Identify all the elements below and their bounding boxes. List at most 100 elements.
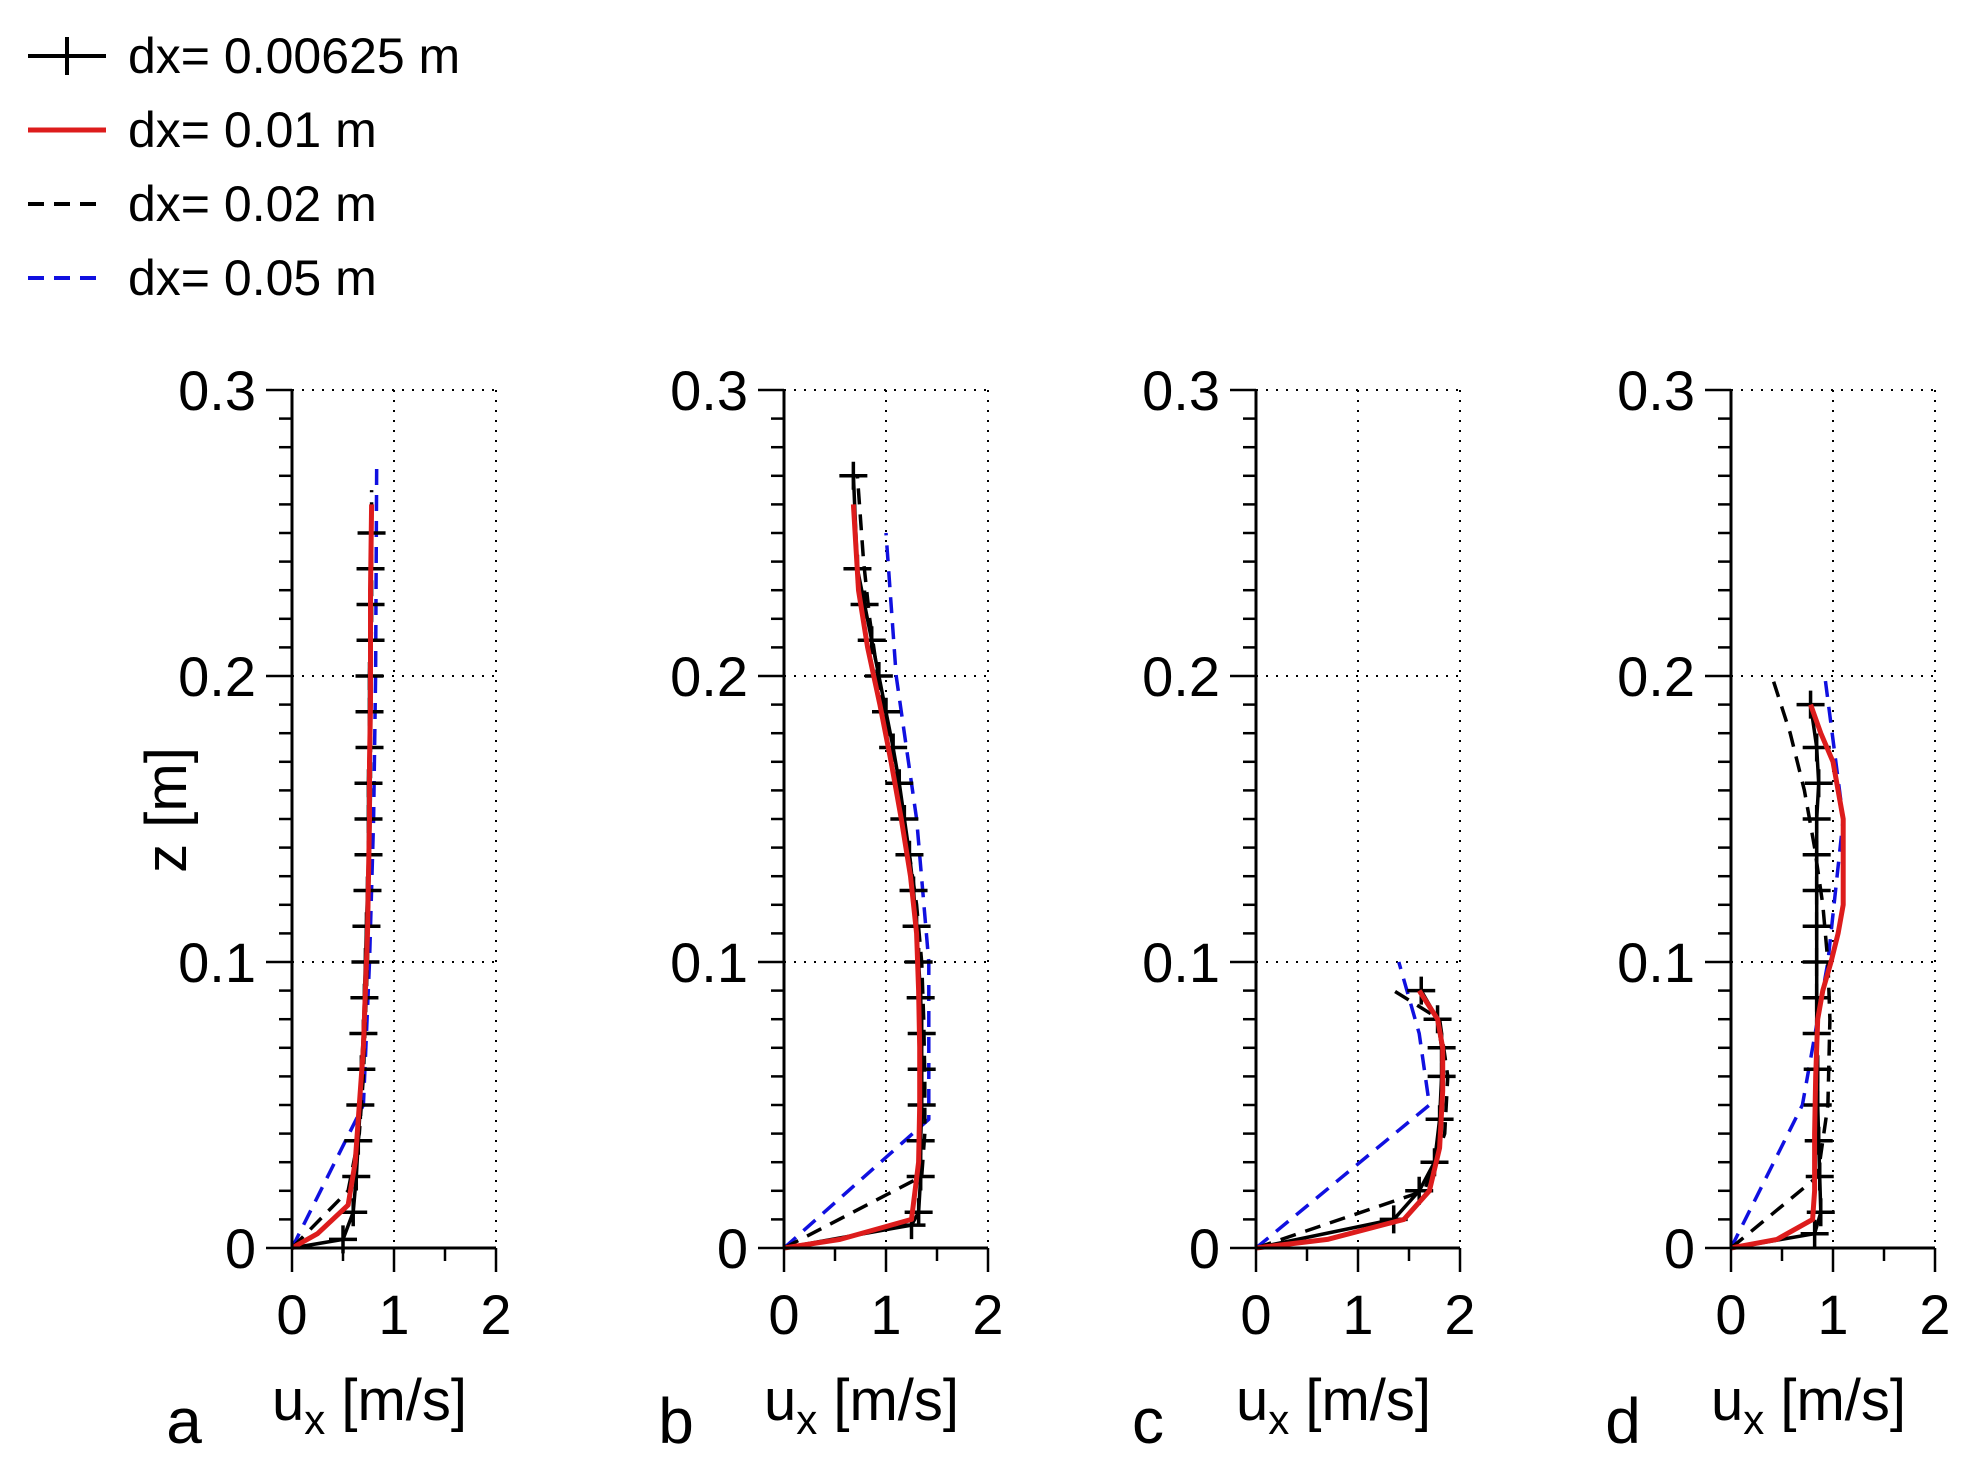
panel-c-ytick-label-2: 0.2 bbox=[1142, 645, 1220, 708]
panel-d-series-1-line bbox=[1730, 704, 1823, 1250]
panel-b-series-1-marker-15 bbox=[879, 733, 908, 762]
panel-c-ytick-label-1: 0.1 bbox=[1142, 931, 1220, 994]
panel-d-ytick-label-3: 0.3 bbox=[1617, 359, 1695, 422]
panel-a-plot bbox=[290, 461, 386, 1254]
legend-item-1: dx= 0.00625 m bbox=[28, 28, 460, 84]
panel-c-letter: c bbox=[1132, 1385, 1164, 1457]
panel-a-labels: 0 0.1 0.2 0.3 0 1 2 a ux [m/s] bbox=[166, 359, 511, 1457]
panel-d-series-1-marker-12 bbox=[1802, 840, 1831, 869]
panel-d-series-1-marker-1 bbox=[1800, 1219, 1829, 1248]
panel-d-series-1-marker-4 bbox=[1804, 1126, 1833, 1155]
panel-a-x-axis-title-unit: [m/s] bbox=[325, 1368, 467, 1433]
panel-b-xtick-label-0: 0 bbox=[768, 1283, 799, 1346]
panel-a-x-axis-title: ux [m/s] bbox=[272, 1368, 467, 1443]
panel-b-series-1-marker-3 bbox=[906, 1162, 935, 1191]
panel-d-x-axis-title-main: u bbox=[1711, 1368, 1743, 1433]
panel-b: 0 0.1 0.2 0.3 0 1 2 b ux [m/s] bbox=[658, 359, 1003, 1457]
panel-c-x-axis-title-unit: [m/s] bbox=[1289, 1368, 1431, 1433]
panel-d-labels: 0 0.1 0.2 0.3 0 1 2 d ux [m/s] bbox=[1605, 359, 1950, 1457]
panel-d-grid bbox=[1731, 389, 1936, 1248]
panel-b-labels: 0 0.1 0.2 0.3 0 1 2 b ux [m/s] bbox=[658, 359, 1003, 1457]
panel-c-xtick-label-2: 2 bbox=[1444, 1283, 1475, 1346]
panel-b-x-axis-title-unit: [m/s] bbox=[817, 1368, 959, 1433]
panel-b-x-axis-title: ux [m/s] bbox=[764, 1368, 959, 1443]
legend: dx= 0.00625 m dx= 0.01 m dx= 0.02 m dx= … bbox=[28, 28, 460, 306]
panel-d-series-1-marker-13 bbox=[1802, 805, 1831, 833]
panel-b-xtick-label-2: 2 bbox=[972, 1283, 1003, 1346]
panel-d: 0 0.1 0.2 0.3 0 1 2 d ux [m/s] bbox=[1605, 359, 1950, 1457]
panel-c-grid bbox=[1256, 389, 1461, 1248]
panel-d-ytick-label-0: 0 bbox=[1664, 1217, 1695, 1280]
panel-d-x-axis-title: ux [m/s] bbox=[1711, 1368, 1906, 1443]
panel-c-x-axis-title-main: u bbox=[1236, 1368, 1268, 1433]
panel-a-x-axis-title-main: u bbox=[272, 1368, 304, 1433]
panel-d-letter: d bbox=[1605, 1385, 1641, 1457]
panel-b-series-1-marker-14 bbox=[885, 769, 914, 798]
panel-c-ytick-label-0: 0 bbox=[1189, 1217, 1220, 1280]
panel-d-series-1-marker-16 bbox=[1796, 690, 1825, 719]
panel-c-ytick-label-3: 0.3 bbox=[1142, 359, 1220, 422]
panel-c-plot bbox=[1254, 961, 1456, 1251]
panel-b-grid bbox=[784, 389, 989, 1248]
panel-d-ytick-label-1: 0.1 bbox=[1617, 931, 1695, 994]
panel-b-xtick-label-1: 1 bbox=[870, 1283, 901, 1346]
panel-d-axes bbox=[1705, 388, 1937, 1272]
panel-a-grid bbox=[292, 389, 497, 1248]
panel-b-ytick-label-0: 0 bbox=[717, 1217, 748, 1280]
panel-d-series-1-marker-11 bbox=[1802, 876, 1831, 905]
panel-a-ytick-label-3: 0.3 bbox=[178, 359, 256, 422]
panel-d-series-1-marker-14 bbox=[1804, 769, 1833, 798]
panel-b-series-1-marker-16 bbox=[872, 697, 900, 726]
panel-a: 0 0.1 0.2 0.3 0 1 2 a ux [m/s] bbox=[166, 359, 511, 1457]
panel-a-ytick-label-2: 0.2 bbox=[178, 645, 256, 708]
panel-d-series-1-marker-10 bbox=[1802, 912, 1831, 941]
legend-label-3: dx= 0.02 m bbox=[128, 176, 377, 232]
panel-b-ytick-label-2: 0.2 bbox=[670, 645, 748, 708]
panel-b-letter: b bbox=[658, 1385, 694, 1457]
panel-a-ytick-label-1: 0.1 bbox=[178, 931, 256, 994]
panel-d-series-1-marker-9 bbox=[1802, 948, 1831, 976]
panel-b-series-1-line bbox=[783, 475, 924, 1250]
panel-a-xtick-label-1: 1 bbox=[378, 1283, 409, 1346]
panel-c-series-2-line bbox=[1255, 989, 1446, 1251]
panel-d-plot bbox=[1729, 675, 1846, 1251]
panel-a-letter: a bbox=[166, 1385, 202, 1457]
panel-c-series-3-line bbox=[1255, 989, 1450, 1250]
panel-c-xtick-label-0: 0 bbox=[1240, 1283, 1271, 1346]
panel-d-xtick-label-0: 0 bbox=[1715, 1283, 1746, 1346]
legend-label-4: dx= 0.05 m bbox=[128, 250, 377, 306]
panel-d-series-2-line bbox=[1730, 703, 1846, 1251]
panel-b-ytick-label-1: 0.1 bbox=[670, 931, 748, 994]
panel-c-labels: 0 0.1 0.2 0.3 0 1 2 c ux [m/s] bbox=[1132, 359, 1476, 1457]
legend-item-4: dx= 0.05 m bbox=[28, 250, 377, 306]
panel-a-xtick-label-2: 2 bbox=[480, 1283, 511, 1346]
y-axis-title: z [m] bbox=[134, 747, 199, 873]
panel-a-axes bbox=[266, 388, 498, 1272]
panel-b-series-1-marker-17 bbox=[864, 662, 893, 690]
panel-d-series-3-line bbox=[1729, 675, 1832, 1250]
panel-c-xtick-label-1: 1 bbox=[1342, 1283, 1373, 1346]
panel-c-axes bbox=[1230, 388, 1462, 1272]
panel-b-x-axis-title-main: u bbox=[764, 1368, 796, 1433]
panel-d-xtick-label-2: 2 bbox=[1919, 1283, 1950, 1346]
legend-item-3: dx= 0.02 m bbox=[28, 176, 377, 232]
panel-d-xtick-label-1: 1 bbox=[1817, 1283, 1848, 1346]
panel-b-series-1-marker-21 bbox=[839, 461, 868, 490]
panel-a-ytick-label-0: 0 bbox=[225, 1217, 256, 1280]
panel-b-series-1-marker-18 bbox=[857, 626, 886, 655]
panel-d-x-axis-title-sub: x bbox=[1743, 1396, 1764, 1443]
panel-c: 0 0.1 0.2 0.3 0 1 2 c ux [m/s] bbox=[1132, 359, 1476, 1457]
panel-b-series-2-line bbox=[783, 504, 923, 1251]
panel-a-x-axis-title-sub: x bbox=[304, 1396, 325, 1443]
panel-b-axes bbox=[758, 388, 990, 1272]
panel-d-series-1-marker-8 bbox=[1802, 983, 1831, 1012]
panel-a-series-2-line bbox=[290, 504, 375, 1251]
panel-b-ytick-label-3: 0.3 bbox=[670, 359, 748, 422]
panel-c-x-axis-title-sub: x bbox=[1268, 1396, 1289, 1443]
legend-label-2: dx= 0.01 m bbox=[128, 102, 377, 158]
panel-d-x-axis-title-unit: [m/s] bbox=[1764, 1368, 1906, 1433]
panel-d-series-1-marker-3 bbox=[1805, 1162, 1834, 1191]
panel-b-plot bbox=[782, 461, 936, 1251]
panel-b-series-3-line bbox=[783, 475, 927, 1250]
